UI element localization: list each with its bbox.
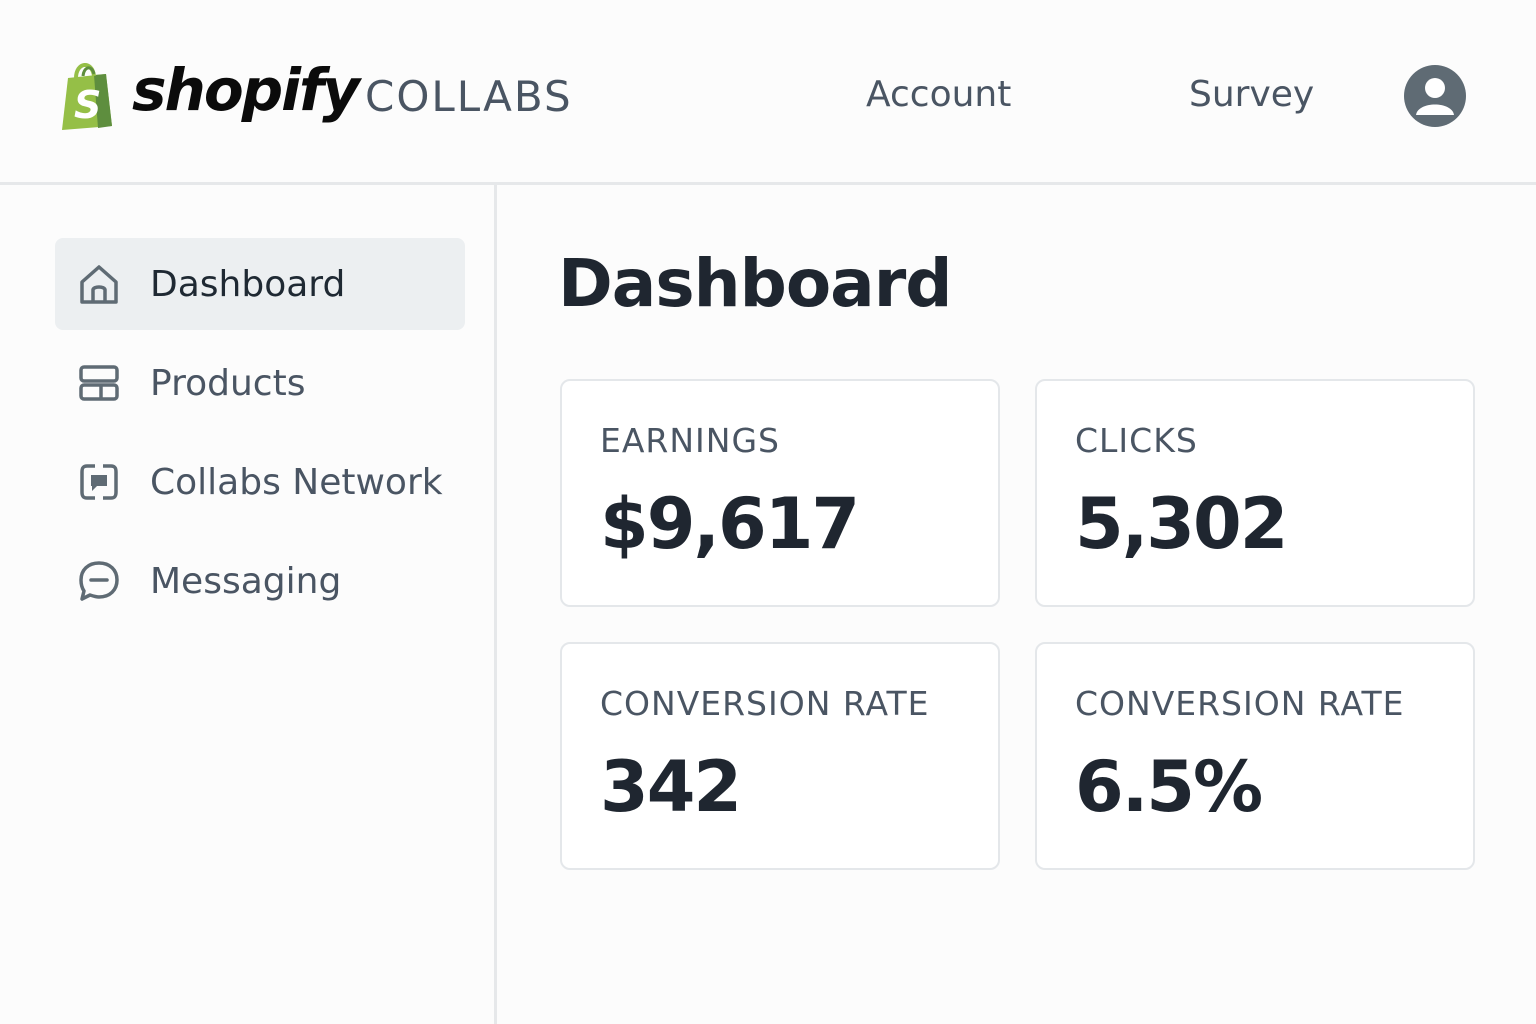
sidebar-item-label: Dashboard [150,263,346,305]
app-name: COLLABS [365,72,573,121]
stat-label: CLICKS [1075,421,1198,460]
stat-value: 342 [600,746,742,828]
sidebar-item-collabs-network[interactable]: Collabs Network [55,436,465,528]
sidebar: Dashboard Products Collabs Network [0,185,497,1024]
user-avatar-icon[interactable] [1404,65,1466,127]
top-header: S shopify COLLABS Account Survey [0,0,1536,185]
stat-value: 6.5% [1075,746,1263,828]
stat-value: $9,617 [600,483,860,565]
stat-card-conversion-rate: CONVERSION RATE 342 [560,642,1000,870]
stat-label: CONVERSION RATE [600,684,930,723]
sidebar-item-label: Messaging [150,560,342,602]
stat-label: CONVERSION RATE [1075,684,1405,723]
sidebar-item-dashboard[interactable]: Dashboard [55,238,465,330]
home-icon [77,262,121,306]
sidebar-item-label: Products [150,362,306,404]
stat-label: EARNINGS [600,421,780,460]
stat-card-earnings: EARNINGS $9,617 [560,379,1000,607]
products-icon [77,361,121,405]
shopify-logo[interactable]: S shopify [54,54,360,134]
stat-card-clicks: CLICKS 5,302 [1035,379,1475,607]
stat-value: 5,302 [1075,483,1288,565]
stat-card-conversion-rate-percent: CONVERSION RATE 6.5% [1035,642,1475,870]
page-title: Dashboard [558,245,953,322]
logo-wordmark: shopify [132,56,360,124]
nav-account-link[interactable]: Account [866,74,1012,115]
network-icon [77,460,121,504]
sidebar-item-products[interactable]: Products [55,337,465,429]
svg-text:S: S [74,83,101,127]
sidebar-item-label: Collabs Network [150,461,443,503]
sidebar-item-messaging[interactable]: Messaging [55,535,465,627]
message-icon [77,559,121,603]
nav-survey-link[interactable]: Survey [1189,74,1315,115]
shopify-bag-icon: S [62,63,112,130]
